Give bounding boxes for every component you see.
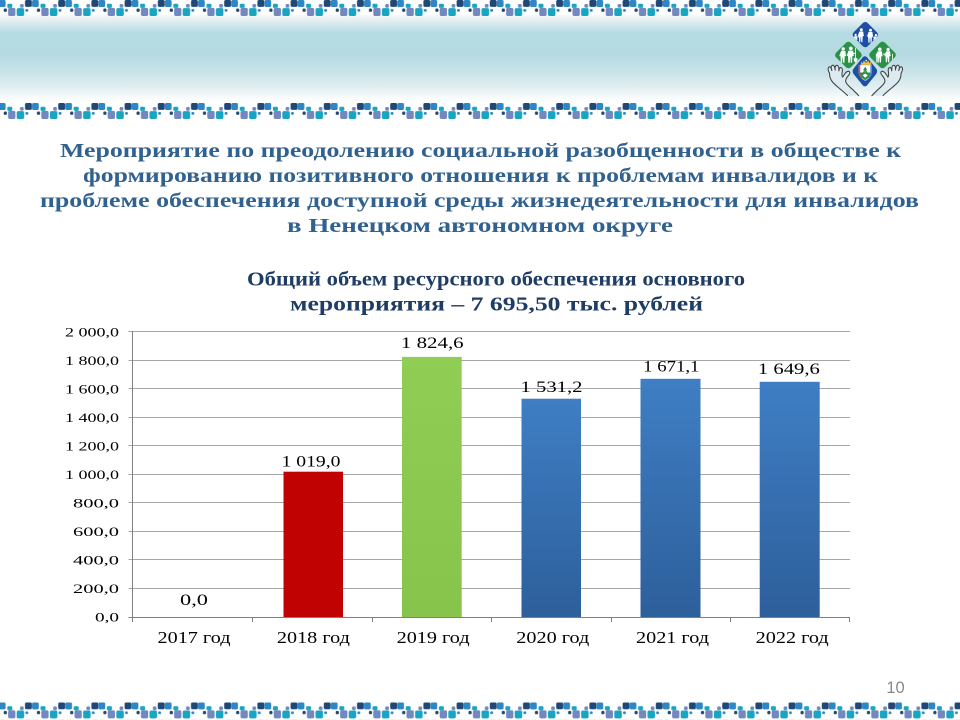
svg-text:1 531,2: 1 531,2: [521, 379, 583, 396]
svg-text:1 671,1: 1 671,1: [643, 359, 699, 376]
svg-text:2017 год: 2017 год: [158, 628, 232, 647]
svg-text:0,0: 0,0: [180, 592, 208, 609]
svg-text:2022 год: 2022 год: [756, 628, 830, 647]
svg-text:1 019,0: 1 019,0: [282, 454, 341, 471]
svg-text:600,0: 600,0: [73, 525, 119, 539]
svg-text:0,0: 0,0: [95, 610, 119, 624]
svg-text:1 824,6: 1 824,6: [401, 335, 464, 352]
svg-text:2019 год: 2019 год: [397, 628, 471, 647]
svg-text:1 600,0: 1 600,0: [65, 383, 119, 397]
svg-text:2021 год: 2021 год: [636, 628, 710, 647]
svg-text:10: 10: [886, 679, 904, 697]
svg-text:1 400,0: 1 400,0: [65, 411, 119, 425]
svg-text:в Ненецком автономном округе: в Ненецком автономном округе: [287, 215, 673, 237]
svg-text:Общий объем ресурсного обеспеч: Общий объем ресурсного обеспечения основ…: [247, 269, 745, 290]
svg-text:мероприятия – 7 695,50 тыс. ру: мероприятия – 7 695,50 тыс. рублей: [290, 294, 703, 315]
svg-text:1 200,0: 1 200,0: [65, 440, 119, 454]
svg-text:1 649,6: 1 649,6: [758, 361, 820, 378]
svg-text:1 000,0: 1 000,0: [65, 468, 119, 482]
svg-text:800,0: 800,0: [73, 497, 119, 511]
svg-text:формированию позитивного отнош: формированию позитивного отношения к про…: [83, 165, 878, 187]
svg-text:проблеме обеспечения доступной: проблеме обеспечения доступной среды жиз…: [40, 190, 919, 212]
svg-text:2018 год: 2018 год: [277, 628, 351, 647]
svg-text:400,0: 400,0: [73, 554, 119, 568]
svg-text:2 000,0: 2 000,0: [65, 326, 119, 340]
svg-text:1 800,0: 1 800,0: [65, 354, 119, 368]
svg-text:2020 год: 2020 год: [516, 628, 590, 647]
svg-text:Мероприятие по преодолению соц: Мероприятие по преодолению социальной ра…: [60, 140, 901, 162]
svg-text:200,0: 200,0: [73, 582, 119, 596]
